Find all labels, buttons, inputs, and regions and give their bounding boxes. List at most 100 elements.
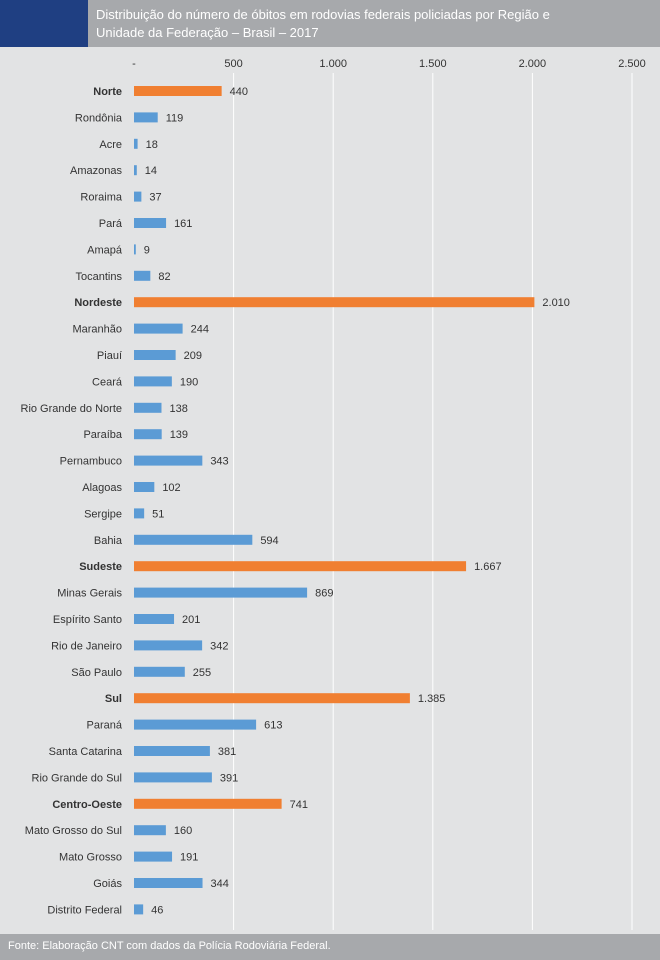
state-label: Santa Catarina <box>49 746 123 758</box>
state-label: Piauí <box>97 350 122 362</box>
value-label: 51 <box>152 508 164 520</box>
state-bar <box>134 825 166 836</box>
state-bar <box>134 402 162 413</box>
value-label: 342 <box>210 640 228 652</box>
state-bar <box>134 270 151 281</box>
state-label: Roraima <box>80 192 122 204</box>
value-label: 381 <box>218 746 236 758</box>
bar-chart: - 500 1.000 1.500 2.000 2.500 Norte Rondônia Ac… <box>21 58 646 930</box>
value-label: 1.385 <box>418 693 446 705</box>
gridlines <box>233 73 633 930</box>
state-bar <box>134 482 155 492</box>
state-label: Maranhão <box>72 324 122 336</box>
state-bar <box>134 851 173 862</box>
state-bar <box>134 376 172 387</box>
state-label: Mato Grosso <box>59 852 122 864</box>
state-label: Rio Grande do Norte <box>21 403 123 415</box>
state-label: Amazonas <box>70 165 122 177</box>
value-label: 190 <box>180 376 198 388</box>
value-label: 18 <box>146 139 158 151</box>
x-tick-label: 2.500 <box>618 58 646 70</box>
region-label: Centro-Oeste <box>52 799 122 811</box>
state-label: Rio de Janeiro <box>51 640 122 652</box>
value-label: 14 <box>145 165 157 177</box>
category-labels: Norte Rondônia Acre Amazonas Roraima Pará Amap… <box>21 86 123 916</box>
region-bar <box>134 561 467 572</box>
value-label: 138 <box>169 403 187 415</box>
value-label: 440 <box>230 86 248 98</box>
value-label: 594 <box>260 535 278 547</box>
value-label: 869 <box>315 588 333 600</box>
state-bar <box>134 323 183 334</box>
value-label: 161 <box>174 218 192 230</box>
region-label: Nordeste <box>74 297 122 309</box>
state-label: Tocantins <box>76 271 123 283</box>
header-accent-block <box>0 0 88 47</box>
value-label: 139 <box>170 429 188 441</box>
region-bar <box>134 297 535 308</box>
state-label: Pernambuco <box>60 456 122 468</box>
state-label: Goiás <box>93 878 122 890</box>
value-label: 46 <box>151 904 163 916</box>
state-bar <box>134 218 167 228</box>
state-bar <box>134 772 212 783</box>
state-bar <box>134 191 142 202</box>
state-label: Paraná <box>87 720 123 732</box>
state-label: Amapá <box>87 244 123 256</box>
state-label: Rondônia <box>75 112 123 124</box>
x-tick-label: 1.000 <box>319 58 347 70</box>
source-note: Fonte: Elaboração CNT com dados da Políc… <box>8 940 331 952</box>
state-label: Ceará <box>92 376 123 388</box>
state-bar <box>134 719 257 730</box>
state-label: Sergipe <box>84 508 122 520</box>
value-label: 344 <box>211 878 229 890</box>
x-tick-label: 500 <box>224 58 242 70</box>
region-bar <box>134 693 410 704</box>
state-bar <box>134 666 185 677</box>
state-bar <box>134 350 176 360</box>
value-label: 255 <box>193 667 211 679</box>
region-label: Sul <box>105 693 122 705</box>
state-bar <box>134 244 136 255</box>
value-label: 343 <box>210 456 228 468</box>
region-label: Norte <box>93 86 122 98</box>
state-bar <box>134 165 137 176</box>
state-bar <box>134 508 145 519</box>
state-label: Distrito Federal <box>47 904 122 916</box>
value-label: 191 <box>180 852 198 864</box>
x-tick-label: 1.500 <box>419 58 447 70</box>
bars <box>134 86 535 915</box>
state-bar <box>134 640 203 651</box>
value-label: 9 <box>144 244 150 256</box>
state-label: São Paulo <box>71 667 122 679</box>
region-bar <box>134 86 222 96</box>
state-label: Bahia <box>94 535 123 547</box>
state-label: Acre <box>99 139 122 151</box>
state-bar <box>134 112 158 123</box>
value-label: 2.010 <box>542 297 570 309</box>
region-label: Sudeste <box>79 561 122 573</box>
state-bar <box>134 429 162 440</box>
state-bar <box>134 904 144 915</box>
value-label: 209 <box>184 350 202 362</box>
state-label: Minas Gerais <box>57 588 122 600</box>
value-label: 741 <box>290 799 308 811</box>
state-bar <box>134 614 175 624</box>
chart-header: Distribuição do número de óbitos em rodo… <box>0 0 660 47</box>
state-label: Paraíba <box>83 429 122 441</box>
state-label: Alagoas <box>82 482 122 494</box>
x-axis-ticks: - 500 1.000 1.500 2.000 2.500 <box>132 58 646 70</box>
value-label: 1.667 <box>474 561 502 573</box>
state-bar <box>134 138 138 149</box>
x-tick-label: 2.000 <box>519 58 547 70</box>
state-label: Rio Grande do Sul <box>32 772 123 784</box>
state-bar <box>134 534 253 545</box>
value-label: 201 <box>182 614 200 626</box>
state-label: Mato Grosso do Sul <box>25 825 122 837</box>
value-label: 244 <box>191 324 209 336</box>
value-label: 391 <box>220 772 238 784</box>
value-label: 160 <box>174 825 192 837</box>
chart-footer: Fonte: Elaboração CNT com dados da Políc… <box>0 934 660 960</box>
state-label: Pará <box>99 218 123 230</box>
chart-title: Distribuição do número de óbitos em rodo… <box>96 7 550 40</box>
